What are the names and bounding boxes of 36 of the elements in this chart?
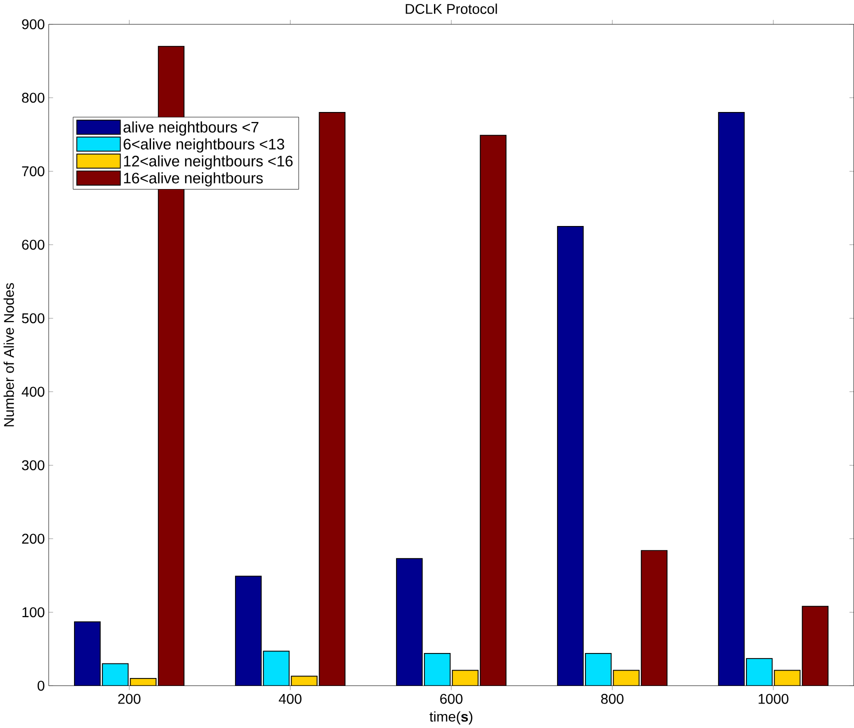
- y-tick-label: 800: [22, 92, 44, 103]
- bar: [746, 658, 773, 686]
- bar: [235, 576, 262, 686]
- bar: [718, 112, 745, 686]
- y-tick-label: 300: [22, 460, 44, 470]
- bar: [396, 558, 423, 686]
- bar: [262, 650, 290, 686]
- x-tick-label: 1000: [758, 694, 788, 704]
- bar: [74, 621, 101, 686]
- legend-label: 6<alive neightbours <13: [124, 138, 284, 152]
- bar: [452, 670, 479, 686]
- legend-label: alive neightbours <7: [124, 121, 258, 136]
- bar: [291, 676, 318, 686]
- x-tick-label: 200: [118, 694, 140, 704]
- y-tick-label: 600: [22, 240, 44, 250]
- y-tick-label: 900: [22, 19, 44, 30]
- x-tick-label: 800: [601, 694, 624, 704]
- y-tick-label: 200: [22, 534, 44, 544]
- bar: [424, 652, 451, 686]
- bar: [612, 670, 640, 686]
- y-tick-label: 500: [22, 313, 44, 324]
- x-tick-label: 600: [440, 694, 462, 704]
- x-tick-label: 400: [278, 694, 302, 704]
- legend-label: 16<alive neightbours: [124, 172, 263, 186]
- bar: [102, 663, 129, 686]
- legend-label: 12<alive neightbours <16: [124, 155, 293, 170]
- y-tick-label: 400: [22, 386, 44, 397]
- bar: [584, 652, 612, 686]
- x-axis-title: time(s): [430, 711, 472, 724]
- chart-title: DCLK Protocol: [406, 4, 497, 14]
- bar: [774, 670, 801, 686]
- y-tick-label: 0: [38, 680, 44, 691]
- bar: [557, 226, 584, 686]
- y-tick-label: 700: [22, 166, 44, 176]
- y-axis-title: Number of Alive Nodes: [4, 283, 14, 426]
- y-tick-label: 100: [22, 607, 44, 618]
